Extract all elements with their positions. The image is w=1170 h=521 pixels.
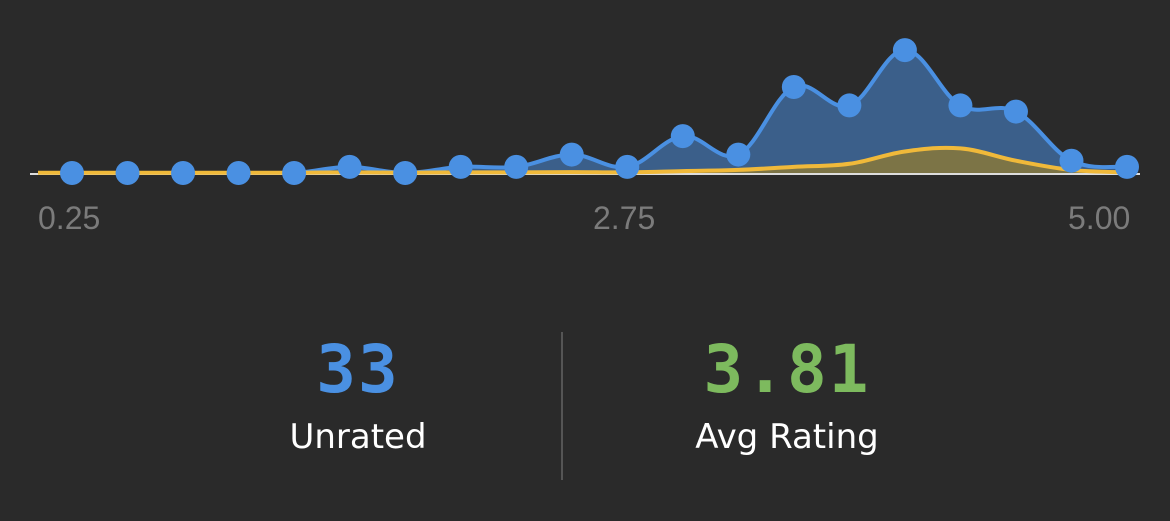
series-0-point-4	[282, 161, 307, 185]
stats-panel: 33 Unrated 3.81 Avg Rating	[0, 330, 1170, 480]
series-0-point-2	[171, 161, 196, 185]
series-0-point-0	[60, 161, 84, 185]
x-tick-max: 5.00	[1068, 200, 1131, 236]
rating-distribution-chart	[30, 38, 1140, 185]
series-0-point-13	[781, 75, 806, 99]
series-0-point-6	[393, 161, 418, 185]
avg-rating-stat: 3.81 Avg Rating	[607, 330, 967, 462]
series-0-point-15	[892, 38, 917, 63]
series-0-area	[42, 50, 1127, 174]
series-0-point-12	[726, 142, 751, 167]
series-0-point-18	[1059, 148, 1084, 173]
unrated-stat: 33 Unrated	[178, 330, 538, 462]
series-0-point-1	[115, 161, 140, 185]
unrated-label: Unrated	[289, 417, 427, 457]
series-0-point-5	[337, 154, 362, 179]
series-0-point-9	[559, 142, 584, 167]
series-0-point-17	[1003, 99, 1028, 124]
stats-divider	[561, 332, 563, 480]
x-tick-min: 0.25	[38, 200, 101, 236]
series-0-point-8	[504, 154, 529, 179]
series-1-area	[42, 147, 1127, 173]
series-0-point-7	[448, 154, 473, 179]
series-0-point-3	[226, 161, 251, 185]
series-0-point-14	[837, 93, 862, 118]
unrated-count: 33	[316, 331, 400, 408]
series-0-point-19	[1115, 154, 1139, 179]
x-tick-mid: 2.75	[593, 200, 656, 236]
avg-rating-label: Avg Rating	[695, 417, 879, 457]
avg-rating-value: 3.81	[703, 331, 871, 408]
series-0-point-11	[670, 124, 695, 149]
series-0-point-10	[615, 154, 640, 179]
series-0-point-16	[948, 93, 973, 118]
